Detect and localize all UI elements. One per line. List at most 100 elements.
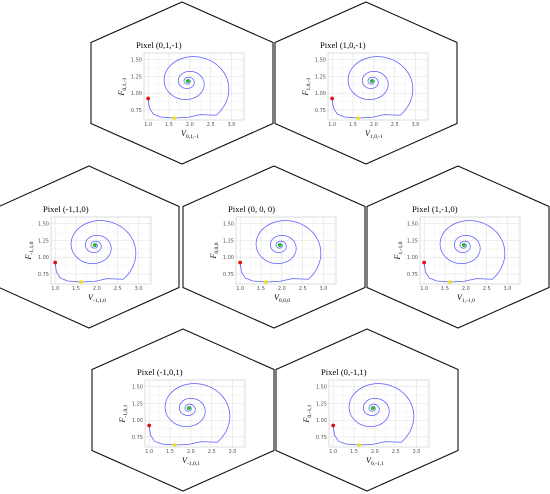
- pixel-panel-6: Pixel (0,-1,1) 1.0 1.5 2.0 2.5 3.0 0.75 1.00 1.2…: [275, 328, 459, 492]
- yellow-marker-point: [448, 280, 452, 284]
- x-tick-label: 1.5: [72, 286, 80, 292]
- y-tick-label: 1.00: [407, 255, 418, 261]
- trajectory-line: [331, 56, 414, 119]
- y-tick-label: 1.00: [223, 255, 234, 261]
- x-axis-label: V0,-1,1: [366, 456, 384, 467]
- y-tick-label: 1.25: [132, 401, 143, 407]
- pixel-panel-3: Pixel (0, 0, 0) 1.0 1.5 2.0 2.5 3.0 0.75 1.00 1.…: [182, 165, 366, 329]
- equilibrium-point: [185, 79, 190, 84]
- y-tick-label: 1.50: [315, 58, 326, 64]
- pixel-panel-1: Pixel (1,0,-1) 1.0 1.5 2.0 2.5 3.0 0.75 1.00 1.2…: [274, 1, 458, 165]
- pixel-panel-5: Pixel (-1,0,1) 1.0 1.5 2.0 2.5 3.0 0.75 1.00 1.2…: [91, 328, 275, 492]
- pixel-panel-2: Pixel (-1,1,0) 1.0 1.5 2.0 2.5 3.0 0.75 1.00 1.2…: [0, 165, 180, 329]
- y-axis-label: F1,0,-1: [301, 77, 312, 96]
- x-tick-label: 2.0: [187, 449, 195, 455]
- x-tick-label: 1.5: [350, 449, 358, 455]
- x-axis-label: V-1,0,1: [182, 456, 200, 467]
- x-tick-label: 2.5: [392, 449, 400, 455]
- y-tick-label: 1.50: [38, 222, 49, 228]
- panel-title: Pixel (0, 0, 0): [228, 204, 275, 214]
- y-axis-label-subscript: -1,1,0: [29, 241, 35, 254]
- y-tick-label: 1.00: [38, 255, 49, 261]
- y-tick-label: 0.75: [407, 272, 418, 278]
- x-axis-label-subscript: 0,-1,1: [371, 461, 384, 467]
- x-tick-label: 3.0: [228, 122, 236, 128]
- y-tick-label: 0.75: [38, 272, 49, 278]
- x-tick-label: 2.0: [186, 122, 194, 128]
- x-tick-label: 3.0: [412, 122, 420, 128]
- x-axis-label: V0,0,0: [274, 293, 290, 304]
- plot-area: [50, 216, 152, 285]
- x-axis-label: V1,0,-1: [365, 129, 383, 140]
- x-axis-label-subscript: 1,-1,0: [462, 298, 475, 304]
- x-tick-label: 1.0: [329, 449, 337, 455]
- y-tick-label: 0.75: [131, 108, 142, 114]
- equilibrium-point: [369, 79, 374, 84]
- plot-area: [328, 379, 430, 448]
- trajectory-line: [332, 383, 415, 446]
- x-axis-label-subscript: -1,1,0: [93, 298, 106, 304]
- x-tick-label: 2.5: [391, 122, 399, 128]
- x-tick-label: 1.0: [236, 286, 244, 292]
- y-tick-label: 1.50: [223, 222, 234, 228]
- y-axis-label: F0,-1,1: [302, 404, 313, 423]
- x-tick-label: 2.5: [208, 449, 216, 455]
- yellow-marker-point: [356, 116, 360, 120]
- y-tick-label: 1.50: [316, 385, 327, 391]
- y-tick-label: 1.25: [316, 401, 327, 407]
- x-tick-label: 2.0: [93, 286, 101, 292]
- x-tick-label: 1.5: [349, 122, 357, 128]
- y-tick-label: 1.00: [132, 418, 143, 424]
- yellow-marker-point: [357, 443, 361, 447]
- x-axis-label-subscript: 0,0,0: [279, 298, 290, 304]
- start-point: [147, 423, 152, 428]
- x-axis-label-subscript: 0,1,-1: [186, 134, 199, 140]
- start-point: [331, 423, 336, 428]
- x-tick-label: 3.0: [135, 286, 143, 292]
- panel-title: Pixel (1,-1,0): [412, 204, 458, 214]
- x-tick-label: 1.0: [328, 122, 336, 128]
- x-tick-label: 2.0: [462, 286, 470, 292]
- plot-area: [419, 216, 521, 285]
- panel-title: Pixel (0,-1,1): [321, 367, 367, 377]
- panel-title: Pixel (1,0,-1): [320, 40, 366, 50]
- panel-title: Pixel (0,1,-1): [136, 40, 182, 50]
- equilibrium-point: [92, 243, 97, 248]
- y-axis-label-subscript: 1,-1,0: [398, 241, 404, 254]
- x-tick-label: 2.5: [207, 122, 215, 128]
- y-tick-label: 1.25: [315, 74, 326, 80]
- start-point: [53, 260, 58, 265]
- y-tick-label: 0.75: [315, 108, 326, 114]
- x-tick-label: 3.0: [413, 449, 421, 455]
- x-tick-label: 2.5: [483, 286, 491, 292]
- trajectory-line: [148, 383, 231, 446]
- x-tick-label: 3.0: [504, 286, 512, 292]
- y-tick-label: 1.25: [223, 238, 234, 244]
- x-tick-label: 3.0: [229, 449, 237, 455]
- x-axis-label: V0,1,-1: [181, 129, 199, 140]
- y-axis-label-subscript: 0,0,0: [214, 242, 220, 253]
- x-axis-label: V-1,1,0: [88, 293, 106, 304]
- panel-title: Pixel (-1,0,1): [137, 367, 183, 377]
- y-axis-label: F0,0,0: [209, 242, 220, 259]
- plot-area: [144, 379, 246, 448]
- x-axis-label-subscript: 1,0,-1: [370, 134, 383, 140]
- x-tick-label: 2.5: [114, 286, 122, 292]
- plot-area: [143, 52, 245, 121]
- plot-area: [327, 52, 429, 121]
- x-tick-label: 2.0: [371, 449, 379, 455]
- pixel-panel-4: Pixel (1,-1,0) 1.0 1.5 2.0 2.5 3.0 0.75 1.00 1.2…: [366, 165, 550, 329]
- x-tick-label: 1.5: [441, 286, 449, 292]
- x-tick-label: 1.0: [51, 286, 59, 292]
- yellow-marker-point: [172, 116, 176, 120]
- x-axis-label: V1,-1,0: [457, 293, 475, 304]
- x-tick-label: 2.0: [278, 286, 286, 292]
- x-tick-label: 2.0: [370, 122, 378, 128]
- y-tick-label: 1.25: [38, 238, 49, 244]
- yellow-marker-point: [264, 280, 268, 284]
- trajectory-line: [54, 220, 137, 283]
- plot-area: [235, 216, 337, 285]
- y-axis-label-subscript: -1,0,1: [123, 404, 129, 417]
- y-tick-label: 1.00: [316, 418, 327, 424]
- start-point: [238, 260, 243, 265]
